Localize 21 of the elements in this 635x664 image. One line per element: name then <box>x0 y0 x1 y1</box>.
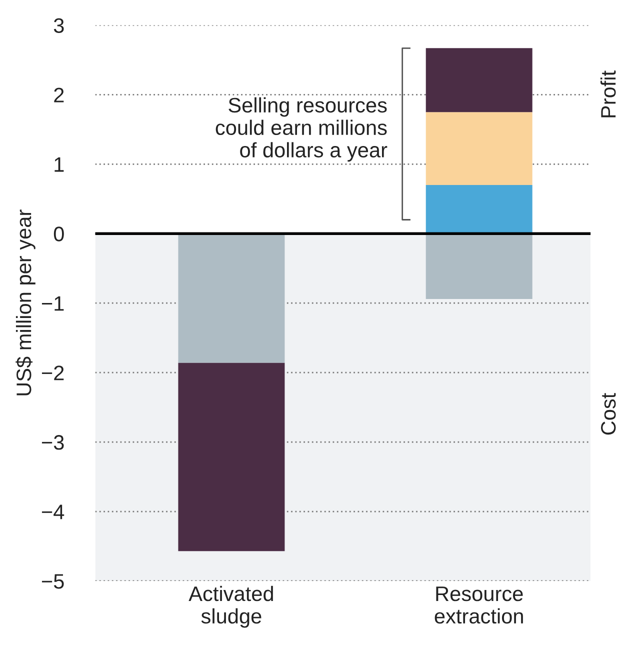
bar <box>426 234 532 299</box>
y-tick-label: 3 <box>54 18 64 33</box>
y-tick-label: 0 <box>54 226 64 242</box>
annotation: Selling resources could earn millions of dollars a year <box>216 97 388 162</box>
y-tick-label: −2 <box>42 366 64 380</box>
y-tick-label: −3 <box>42 435 64 450</box>
y-tick-label: −5 <box>42 574 64 589</box>
y-tick-label: 1 <box>54 157 64 172</box>
text: Profit <box>600 70 616 118</box>
bar <box>426 112 532 186</box>
bar <box>178 362 285 552</box>
y-tick-label: 2 <box>54 88 64 102</box>
x-tick-label: Resource extraction <box>434 586 523 624</box>
bar <box>178 234 285 363</box>
y-tick-label: −1 <box>42 296 64 311</box>
bar <box>426 185 532 234</box>
text: Cost <box>601 393 616 435</box>
y-axis-title: US$ million per year <box>16 210 36 396</box>
x-tick-label: Activated sludge <box>188 586 273 628</box>
y-tick-label: −4 <box>42 504 64 520</box>
bar <box>426 48 532 112</box>
